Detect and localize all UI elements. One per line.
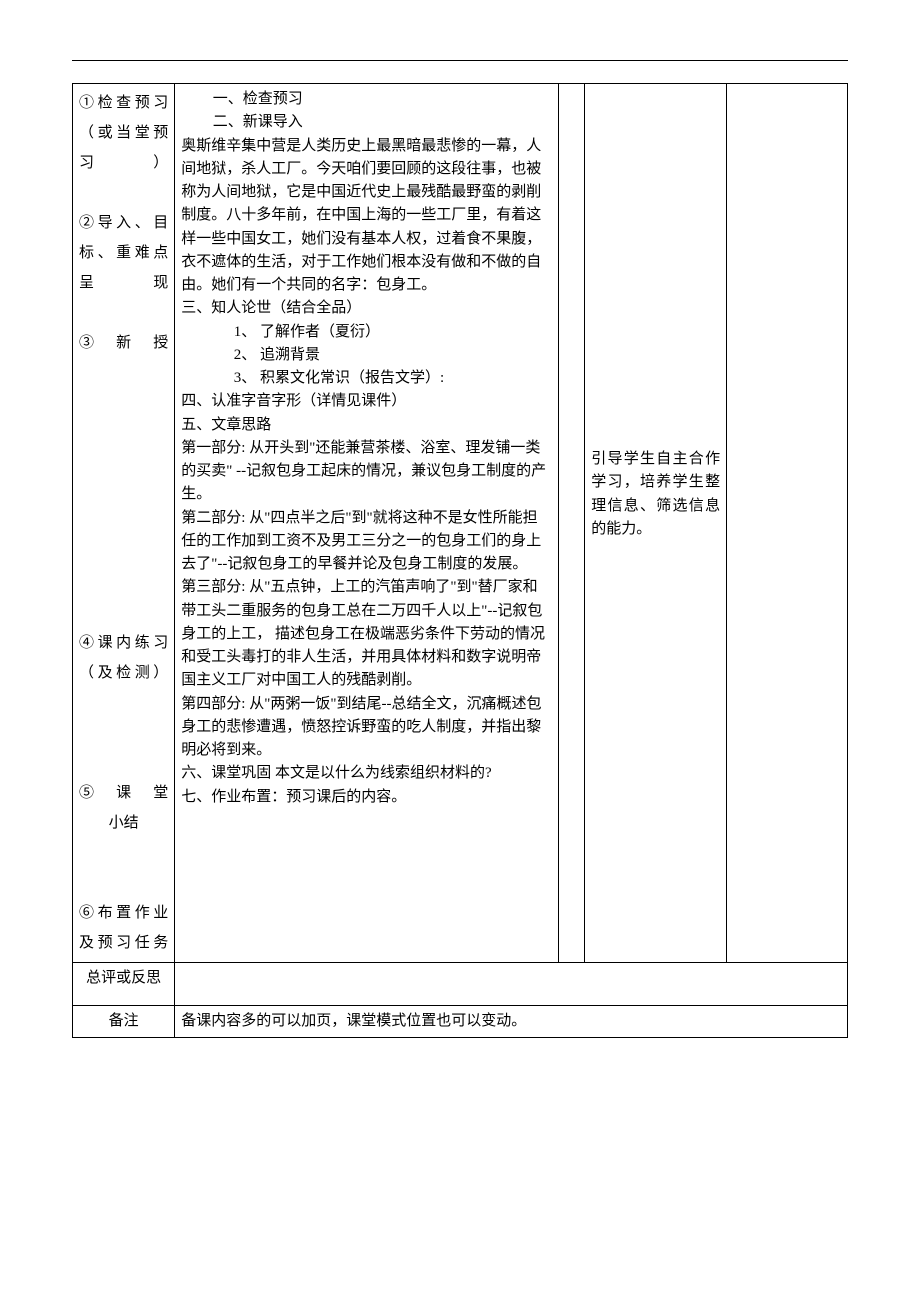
blank-right-cell xyxy=(727,84,848,963)
remark-label: 备注 xyxy=(109,1013,139,1029)
lesson-plan-table: ①检查预习（或当堂预习） ②导入、目标、重难点呈现 ③新授 ④课内练习（及检测）… xyxy=(72,83,848,1038)
design-intent-text: 引导学生自主合作学习，培养学生整理信息、筛选信息的能力。 xyxy=(591,451,720,537)
step-6: ⑥布置作业及预习任务 xyxy=(79,905,168,951)
heading-4: 四、认准字音字形（详情见课件） xyxy=(181,393,406,409)
page: ①检查预习（或当堂预习） ②导入、目标、重难点呈现 ③新授 ④课内练习（及检测）… xyxy=(0,0,920,1078)
step-3: ③新授 xyxy=(79,335,168,351)
part-3: 第三部分: 从"五点钟，上工的汽笛声响了"到"替厂家和带工头二重服务的包身工总在… xyxy=(181,579,545,688)
summary-label-cell: 总评或反思 xyxy=(73,963,175,1006)
heading-3-1: 1、 了解作者（夏衍） xyxy=(181,321,380,344)
table-row: ①检查预习（或当堂预习） ②导入、目标、重难点呈现 ③新授 ④课内练习（及检测）… xyxy=(73,84,848,963)
part-4: 第四部分: 从"两粥一饭"到结尾--总结全文，沉痛概述包身工的悲惨遭遇，愤怒控诉… xyxy=(181,696,541,759)
heading-3-3: 3、 积累文化常识（报告文学）: xyxy=(181,367,444,390)
design-intent-cell: 引导学生自主合作学习，培养学生整理信息、筛选信息的能力。 xyxy=(585,84,727,963)
remark-value-cell: 备课内容多的可以加页，课堂模式位置也可以变动。 xyxy=(175,1006,848,1038)
heading-7: 七、作业布置：预习课后的内容。 xyxy=(181,789,406,805)
summary-label: 总评或反思 xyxy=(86,970,161,986)
blank-narrow-cell xyxy=(558,84,584,963)
step-1: ①检查预习（或当堂预习） xyxy=(79,95,168,171)
remark-text: 备课内容多的可以加页，课堂模式位置也可以变动。 xyxy=(181,1013,526,1029)
step-5b: 小结 xyxy=(79,808,168,838)
step-2: ②导入、目标、重难点呈现 xyxy=(79,215,168,291)
step-5a: ⑤课堂 xyxy=(79,785,168,801)
heading-3-2: 2、 追溯背景 xyxy=(181,344,320,367)
heading-2: 二、新课导入 xyxy=(181,111,552,134)
step-4: ④课内练习（及检测） xyxy=(79,635,168,681)
summary-value-cell xyxy=(175,963,848,1006)
table-row: 总评或反思 xyxy=(73,963,848,1006)
heading-5: 五、文章思路 xyxy=(181,417,271,433)
design-pad xyxy=(591,88,720,448)
main-content-cell: 一、检查预习 二、新课导入 奥斯维辛集中营是人类历史上最黑暗最悲惨的一幕，人间地… xyxy=(175,84,559,963)
heading-1: 一、检查预习 xyxy=(181,88,552,111)
table-row: 备注 备课内容多的可以加页，课堂模式位置也可以变动。 xyxy=(73,1006,848,1038)
heading-3: 三、知人论世（结合全品） xyxy=(181,300,361,316)
steps-cell: ①检查预习（或当堂预习） ②导入、目标、重难点呈现 ③新授 ④课内练习（及检测）… xyxy=(73,84,175,963)
part-2: 第二部分: 从"四点半之后"到"就将这种不是女性所能担任的工作加到工资不及男工三… xyxy=(181,510,541,573)
top-rule xyxy=(72,60,848,61)
remark-label-cell: 备注 xyxy=(73,1006,175,1038)
intro-paragraph: 奥斯维辛集中营是人类历史上最黑暗最悲惨的一幕，人间地狱，杀人工厂。今天咱们要回顾… xyxy=(181,138,541,294)
heading-6: 六、课堂巩固 本文是以什么为线索组织材料的? xyxy=(181,765,491,781)
part-1: 第一部分: 从开头到"还能兼营茶楼、浴室、理发铺一类的买卖" --记叙包身工起床… xyxy=(181,440,546,503)
